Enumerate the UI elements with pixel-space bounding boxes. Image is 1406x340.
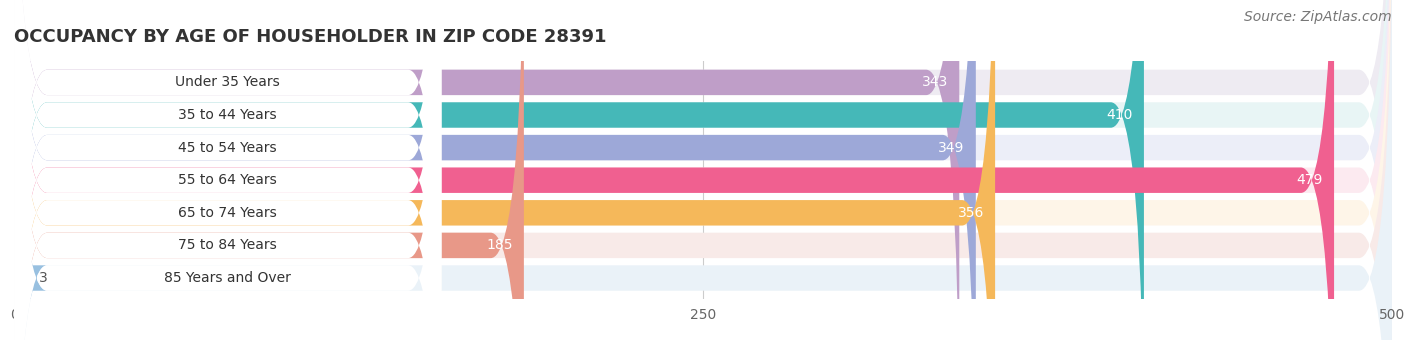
- FancyBboxPatch shape: [14, 0, 441, 340]
- Text: 75 to 84 Years: 75 to 84 Years: [179, 238, 277, 252]
- FancyBboxPatch shape: [14, 0, 1392, 340]
- Text: 65 to 74 Years: 65 to 74 Years: [179, 206, 277, 220]
- FancyBboxPatch shape: [14, 0, 441, 340]
- FancyBboxPatch shape: [14, 0, 1392, 340]
- Text: OCCUPANCY BY AGE OF HOUSEHOLDER IN ZIP CODE 28391: OCCUPANCY BY AGE OF HOUSEHOLDER IN ZIP C…: [14, 28, 606, 46]
- FancyBboxPatch shape: [14, 0, 441, 340]
- Text: 479: 479: [1296, 173, 1323, 187]
- FancyBboxPatch shape: [14, 0, 441, 340]
- Text: 45 to 54 Years: 45 to 54 Years: [179, 141, 277, 155]
- Text: Source: ZipAtlas.com: Source: ZipAtlas.com: [1244, 10, 1392, 24]
- Text: 343: 343: [922, 75, 948, 89]
- Text: 3: 3: [39, 271, 48, 285]
- FancyBboxPatch shape: [14, 0, 441, 340]
- FancyBboxPatch shape: [14, 0, 1334, 340]
- FancyBboxPatch shape: [14, 0, 524, 340]
- Text: Under 35 Years: Under 35 Years: [176, 75, 280, 89]
- Text: 410: 410: [1107, 108, 1133, 122]
- FancyBboxPatch shape: [14, 0, 995, 340]
- FancyBboxPatch shape: [14, 0, 441, 340]
- Text: 356: 356: [957, 206, 984, 220]
- FancyBboxPatch shape: [14, 0, 959, 340]
- FancyBboxPatch shape: [14, 0, 1392, 340]
- Text: 185: 185: [486, 238, 513, 252]
- Text: 85 Years and Over: 85 Years and Over: [165, 271, 291, 285]
- FancyBboxPatch shape: [14, 0, 1392, 340]
- Text: 55 to 64 Years: 55 to 64 Years: [179, 173, 277, 187]
- FancyBboxPatch shape: [14, 0, 1392, 340]
- FancyBboxPatch shape: [14, 0, 1392, 340]
- FancyBboxPatch shape: [14, 0, 1144, 340]
- Text: 35 to 44 Years: 35 to 44 Years: [179, 108, 277, 122]
- FancyBboxPatch shape: [14, 0, 976, 340]
- FancyBboxPatch shape: [0, 0, 48, 340]
- Text: 349: 349: [938, 141, 965, 155]
- FancyBboxPatch shape: [14, 0, 1392, 340]
- FancyBboxPatch shape: [14, 0, 441, 340]
